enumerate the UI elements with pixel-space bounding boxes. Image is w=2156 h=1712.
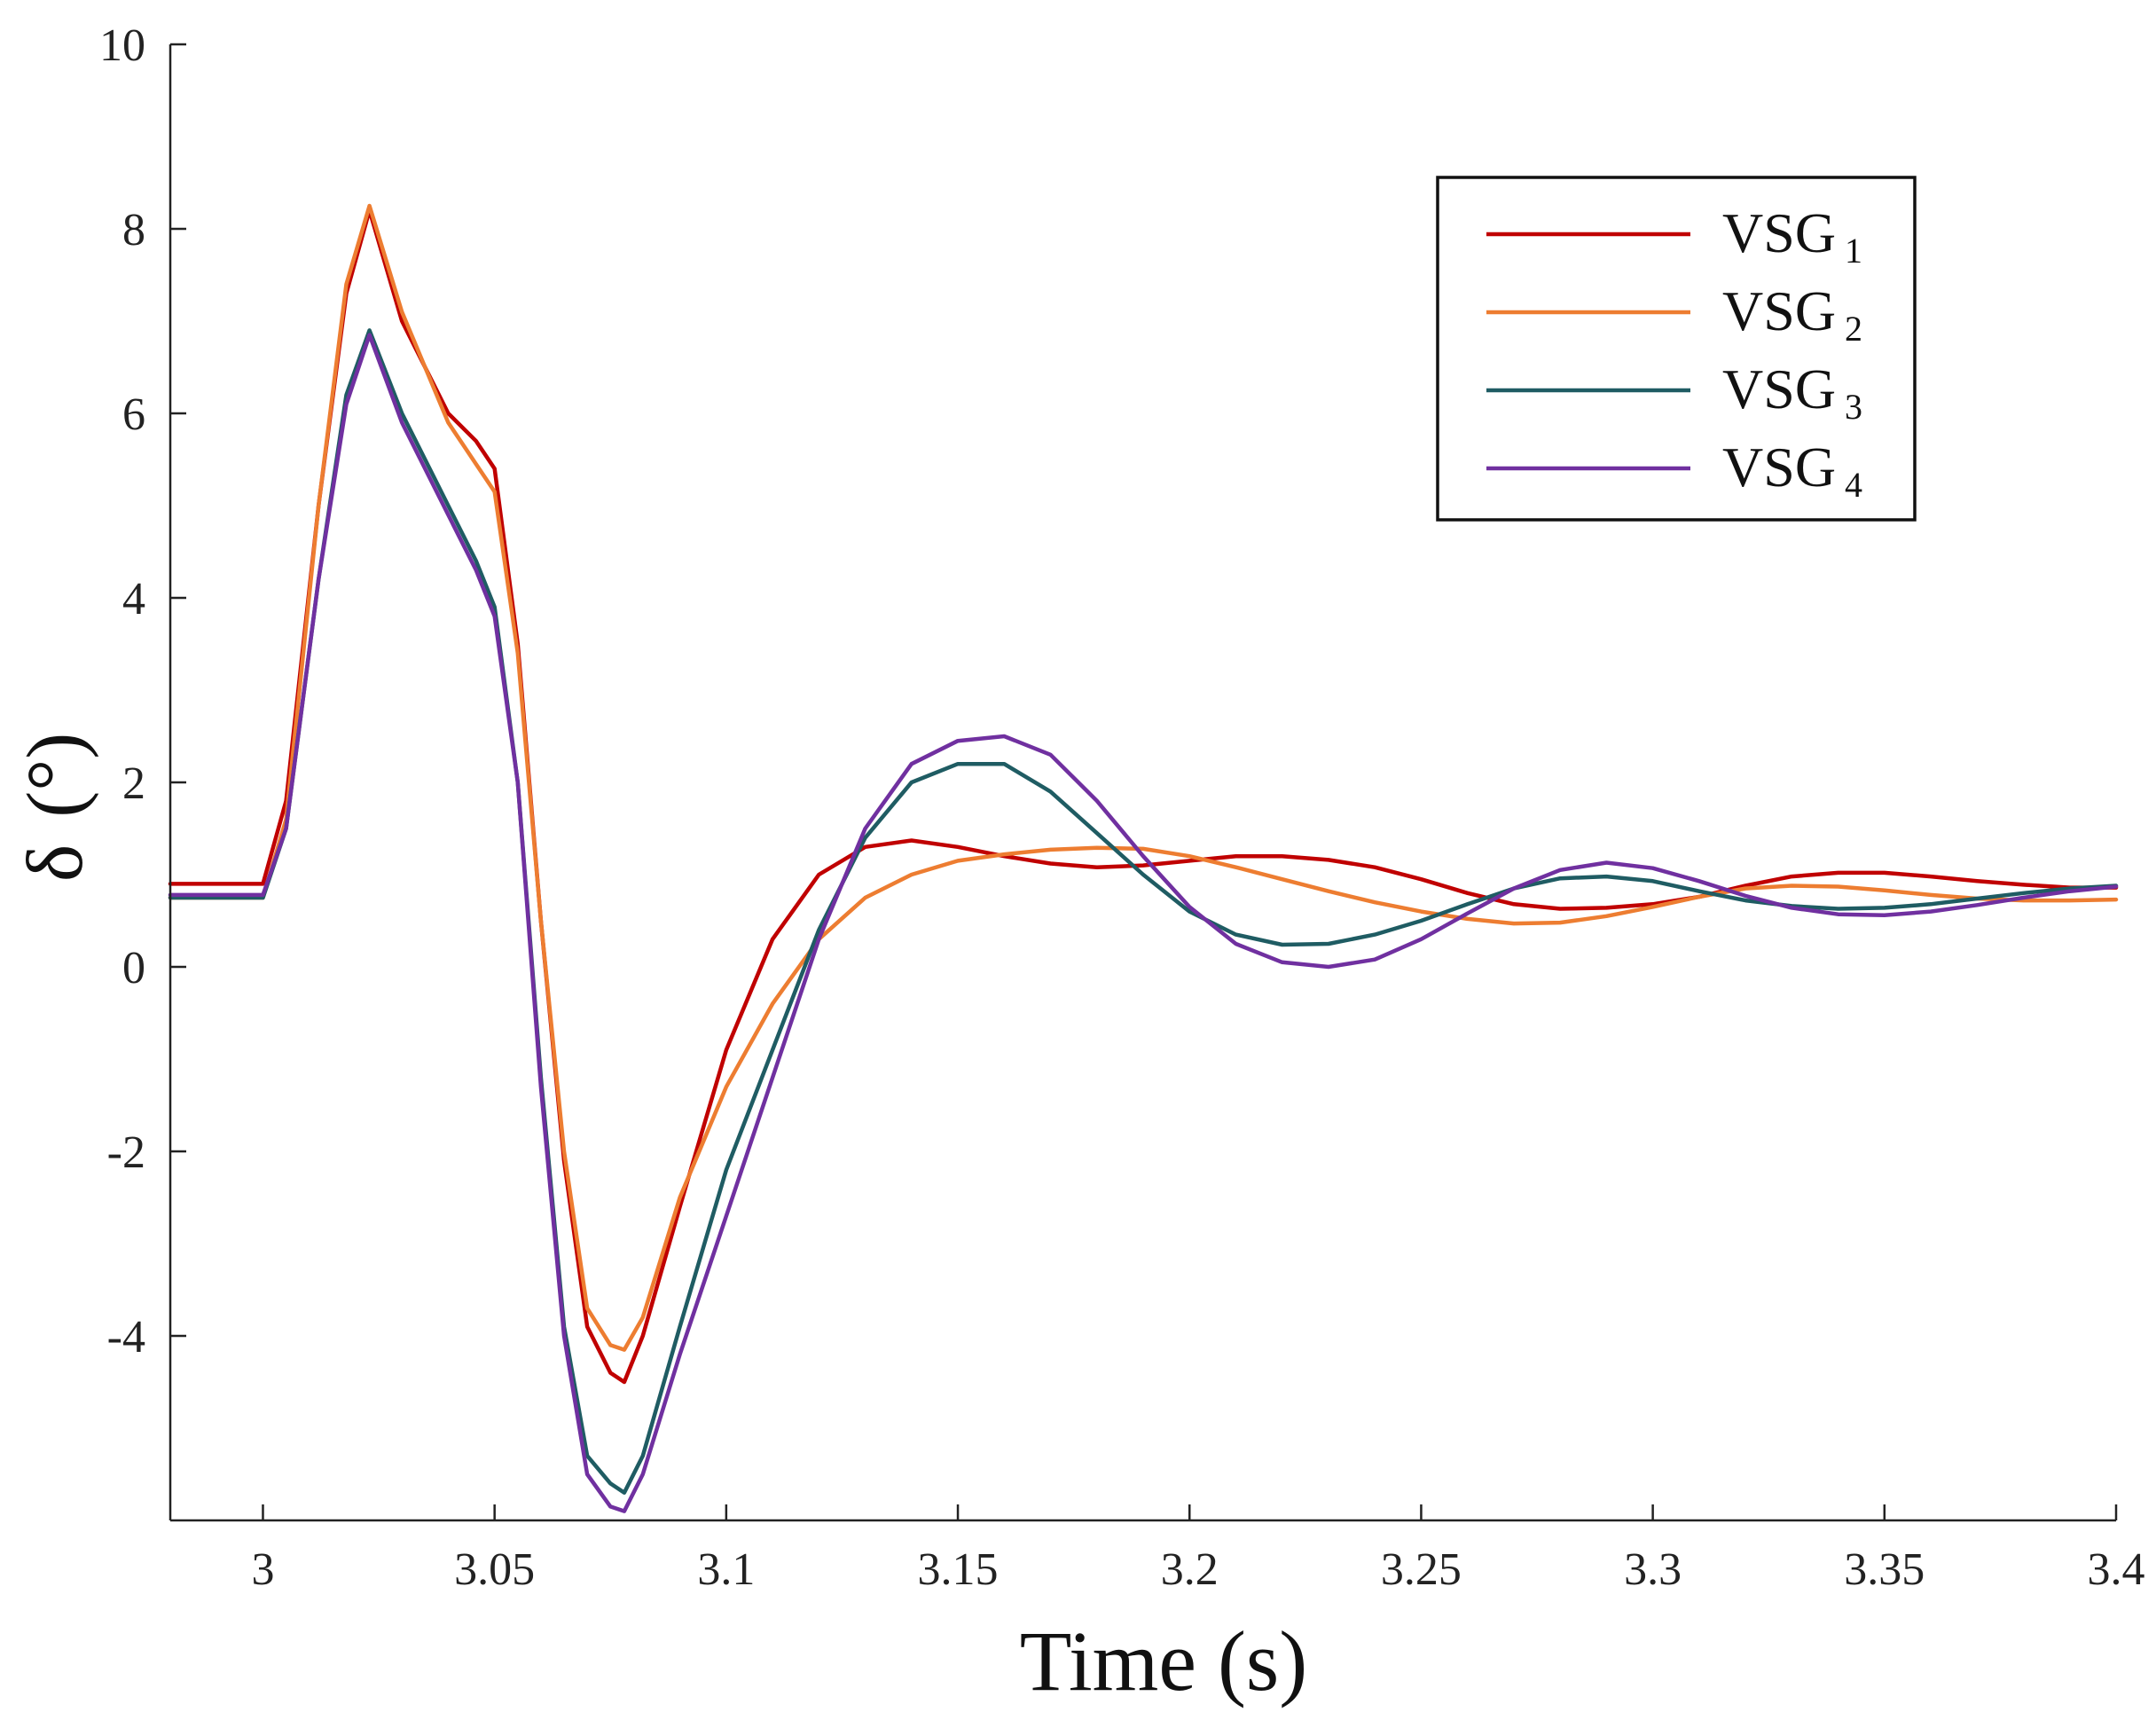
series-line-vsg-4 [168,333,2119,1513]
x-tick-label: 3.1 [697,1544,755,1595]
legend: VSG 1 VSG 2 VSG 3 VSG 4 [1436,176,1917,522]
series-line-vsg-2 [168,203,2119,1352]
series-layer [168,203,2119,1513]
y-ticks: -4 -2 0 2 4 6 8 10 [99,20,186,1363]
y-axis-title: δ (°) [12,733,99,882]
x-axis-title: Time (s) [1020,1614,1308,1708]
legend-label-vsg-4: VSG 4 [1722,436,1862,505]
x-tick-label: 3.05 [454,1544,535,1595]
y-axis-symbol: δ [12,844,99,882]
x-tick-label: 3.15 [918,1544,999,1595]
x-tick-label: 3.4 [2088,1544,2145,1595]
x-tick-label: 3 [251,1544,274,1595]
y-tick-label: 2 [122,758,145,809]
x-tick-label: 3.35 [1844,1544,1925,1595]
plot-area: 3 3.05 3.1 3.15 3.2 3.25 3.3 3.35 3.4 -4 -2 0 2 4 6 8 1… [99,20,2145,1595]
y-tick-label: 6 [122,389,145,440]
x-tick-label: 3.2 [1161,1544,1219,1595]
x-tick-label: 3.3 [1624,1544,1682,1595]
legend-label-vsg-3: VSG 3 [1722,357,1862,427]
y-tick-label: -4 [107,1312,145,1363]
y-tick-label: 4 [122,574,145,624]
series-line-vsg-3 [168,328,2119,1496]
legend-label-vsg-2: VSG 2 [1722,279,1862,349]
y-axis-unit: (°) [12,733,99,818]
y-tick-label: 0 [122,943,145,993]
y-tick-label: -2 [107,1127,145,1178]
y-tick-label: 10 [99,20,145,71]
x-ticks: 3 3.05 3.1 3.15 3.2 3.25 3.3 3.35 3.4 [251,1504,2145,1595]
svg-text:δ(°): δ (°) [12,733,99,882]
legend-label-vsg-1: VSG 1 [1722,201,1862,271]
x-tick-label: 3.25 [1381,1544,1462,1595]
y-tick-label: 8 [122,205,145,255]
